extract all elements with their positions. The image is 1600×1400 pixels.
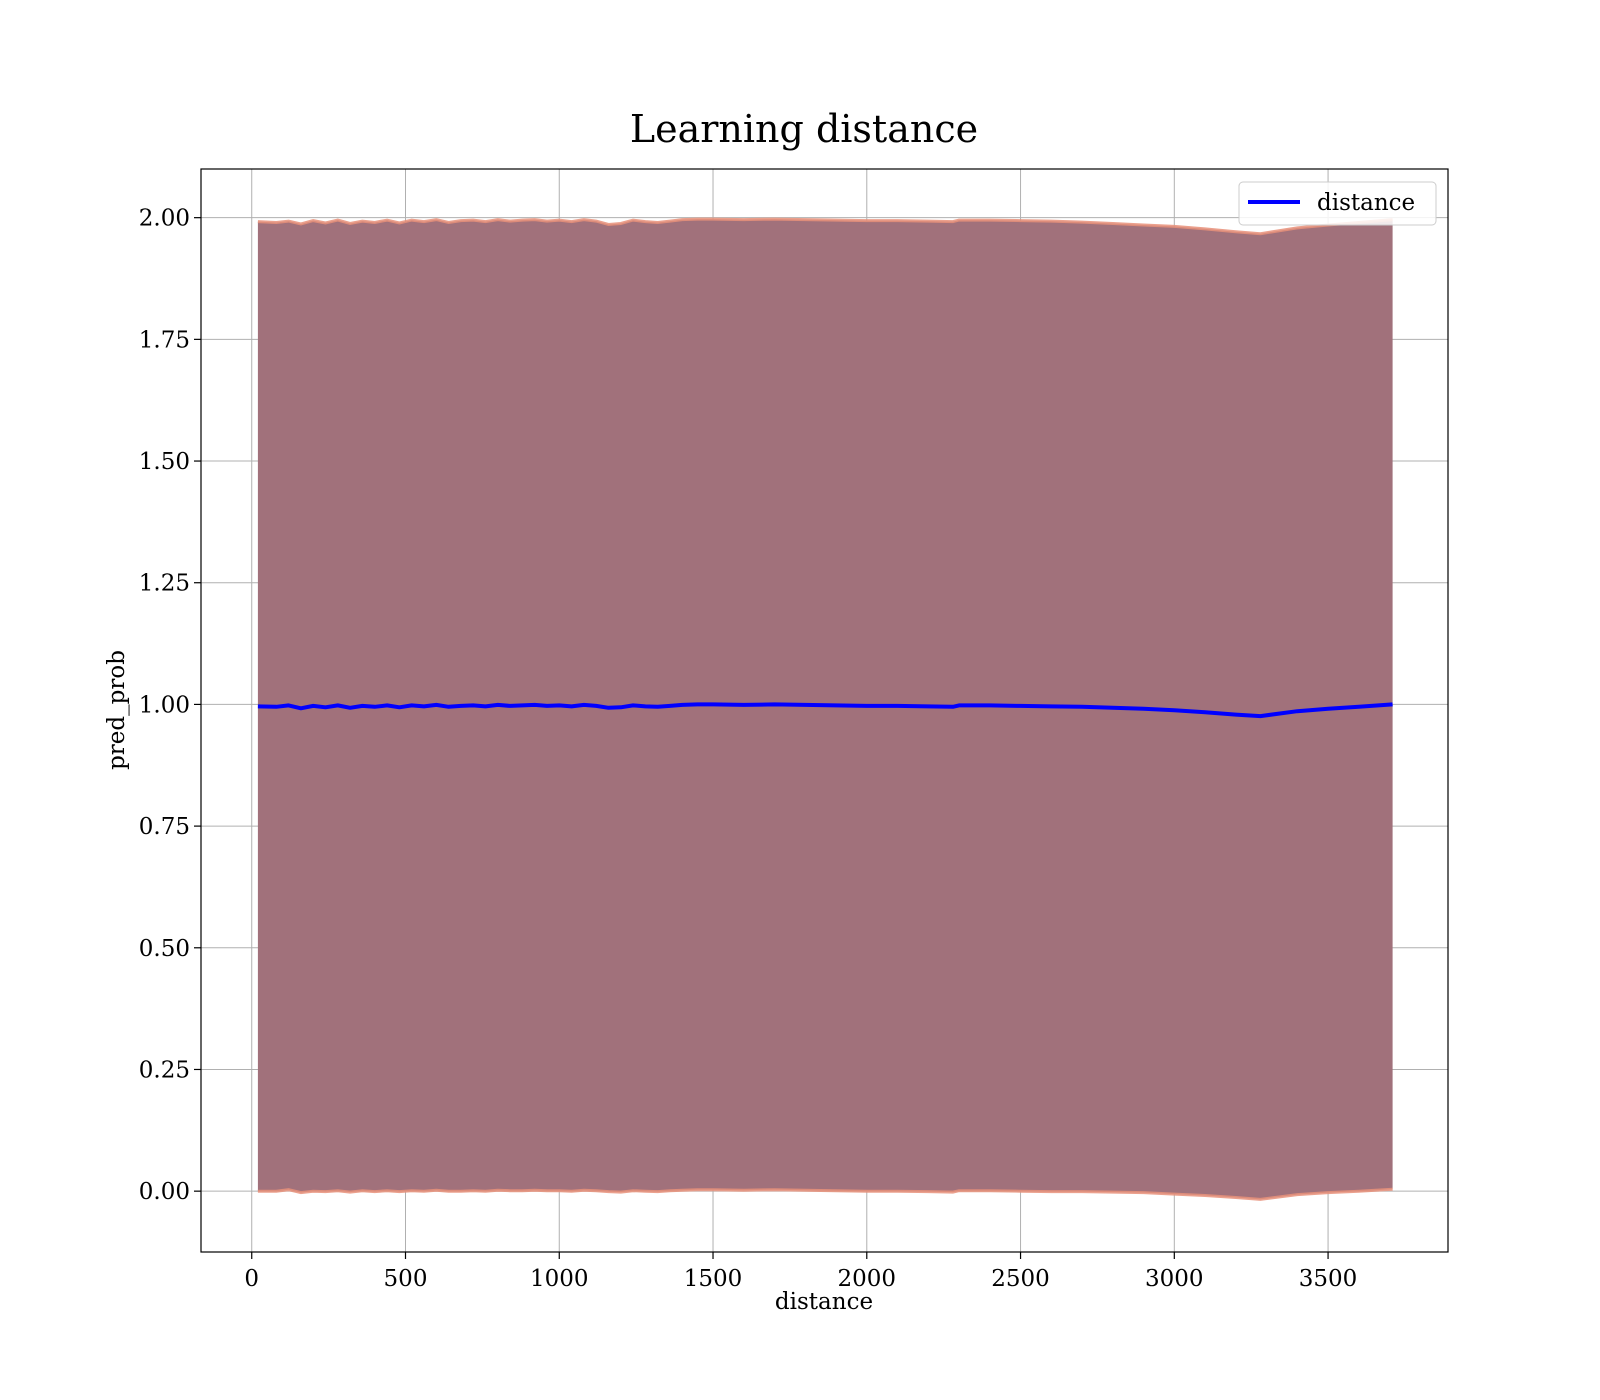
legend-label-distance: distance [1317,190,1415,216]
plot-area-frame [200,168,1449,1253]
x-tick-label: 500 [384,1266,428,1292]
y-tick-label: 1.75 [139,327,190,353]
x-tick-label: 1500 [684,1266,743,1292]
legend: distance [1238,181,1437,226]
x-tick-label: 1000 [530,1266,589,1292]
x-axis-ticks: 0 500 1000 1500 2000 2500 3000 3500 [244,1252,1357,1292]
y-tick-label: 0.00 [139,1179,190,1205]
x-tick-label: 0 [244,1266,259,1292]
x-tick-label: 2500 [991,1266,1050,1292]
y-tick-label: 1.25 [139,571,190,597]
series-lines [257,702,1393,719]
y-tick-label: 0.25 [139,1057,190,1083]
y-axis-ticks: 0.00 0.25 0.50 0.75 1.00 1.25 1.50 1.75 2.00 [139,206,201,1205]
y-axis-label: pred_prob [104,650,130,770]
x-tick-label: 3500 [1299,1266,1358,1292]
x-axis-label: distance [775,1289,873,1315]
band-upper-edge [257,217,1393,236]
y-tick-label: 0.75 [139,814,190,840]
x-tick-label: 2000 [838,1266,897,1292]
series-line-distance [257,702,1393,719]
legend-box [1238,181,1437,226]
y-tick-label: 1.00 [139,692,190,718]
y-tick-label: 1.50 [139,449,190,475]
chart-title: Learning distance [630,107,978,151]
band-lower-edge [257,1187,1393,1201]
x-tick-label: 3000 [1145,1266,1204,1292]
y-tick-label: 0.50 [139,936,190,962]
y-tick-label: 2.00 [139,206,190,232]
confidence-band [257,217,1393,1201]
band-fill [257,219,1393,1200]
